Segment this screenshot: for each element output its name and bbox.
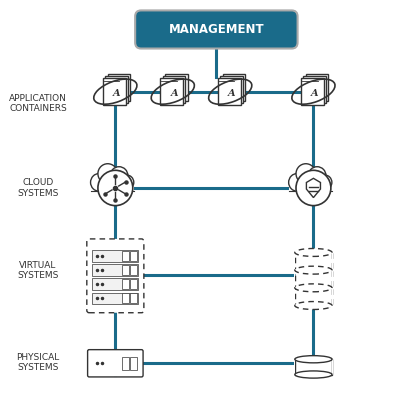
Bar xyxy=(295,252,332,270)
FancyBboxPatch shape xyxy=(103,78,126,105)
FancyBboxPatch shape xyxy=(92,292,138,304)
FancyBboxPatch shape xyxy=(92,278,138,290)
Circle shape xyxy=(296,164,316,184)
Circle shape xyxy=(317,175,332,190)
FancyBboxPatch shape xyxy=(163,76,186,103)
Bar xyxy=(295,270,332,288)
FancyBboxPatch shape xyxy=(223,74,245,101)
FancyBboxPatch shape xyxy=(218,78,240,105)
FancyBboxPatch shape xyxy=(130,250,137,261)
FancyBboxPatch shape xyxy=(122,250,129,261)
Circle shape xyxy=(98,164,118,184)
Circle shape xyxy=(289,173,306,191)
FancyBboxPatch shape xyxy=(130,279,137,289)
Text: MANAGEMENT: MANAGEMENT xyxy=(168,23,264,36)
FancyBboxPatch shape xyxy=(130,293,137,303)
FancyBboxPatch shape xyxy=(122,357,129,370)
FancyBboxPatch shape xyxy=(306,74,328,101)
Circle shape xyxy=(119,175,134,190)
Ellipse shape xyxy=(295,371,332,378)
Text: A: A xyxy=(170,89,178,98)
FancyBboxPatch shape xyxy=(122,279,129,289)
FancyBboxPatch shape xyxy=(130,357,137,370)
Text: A: A xyxy=(228,89,236,98)
Bar xyxy=(332,244,333,305)
FancyBboxPatch shape xyxy=(90,181,134,191)
Polygon shape xyxy=(306,178,320,198)
Bar xyxy=(295,359,332,375)
FancyBboxPatch shape xyxy=(92,264,138,276)
FancyBboxPatch shape xyxy=(301,78,324,105)
FancyBboxPatch shape xyxy=(92,250,138,262)
Ellipse shape xyxy=(295,284,332,292)
FancyBboxPatch shape xyxy=(87,239,144,313)
Circle shape xyxy=(296,170,331,206)
FancyBboxPatch shape xyxy=(135,11,298,48)
FancyBboxPatch shape xyxy=(304,76,326,103)
Text: VIRTUAL
SYSTEMS: VIRTUAL SYSTEMS xyxy=(17,261,59,280)
FancyBboxPatch shape xyxy=(88,349,143,377)
Text: CLOUD
SYSTEMS: CLOUD SYSTEMS xyxy=(17,178,59,198)
FancyBboxPatch shape xyxy=(122,265,129,275)
FancyBboxPatch shape xyxy=(289,181,332,191)
Text: PHYSICAL
SYSTEMS: PHYSICAL SYSTEMS xyxy=(16,353,60,372)
Ellipse shape xyxy=(295,266,332,274)
Circle shape xyxy=(90,173,108,191)
FancyBboxPatch shape xyxy=(130,265,137,275)
Bar xyxy=(294,244,295,305)
FancyBboxPatch shape xyxy=(160,78,183,105)
Bar xyxy=(294,359,295,375)
FancyBboxPatch shape xyxy=(165,74,188,101)
Ellipse shape xyxy=(295,248,332,257)
Ellipse shape xyxy=(295,301,332,309)
Bar xyxy=(295,288,332,305)
Bar xyxy=(332,359,333,375)
Ellipse shape xyxy=(295,356,332,363)
FancyBboxPatch shape xyxy=(105,76,128,103)
FancyBboxPatch shape xyxy=(122,293,129,303)
FancyBboxPatch shape xyxy=(108,74,130,101)
Circle shape xyxy=(98,170,133,206)
Text: APPLICATION
CONTAINERS: APPLICATION CONTAINERS xyxy=(9,94,67,114)
Circle shape xyxy=(308,167,326,185)
FancyBboxPatch shape xyxy=(220,76,243,103)
Text: A: A xyxy=(113,89,121,98)
Circle shape xyxy=(110,167,128,185)
Text: A: A xyxy=(311,89,319,98)
